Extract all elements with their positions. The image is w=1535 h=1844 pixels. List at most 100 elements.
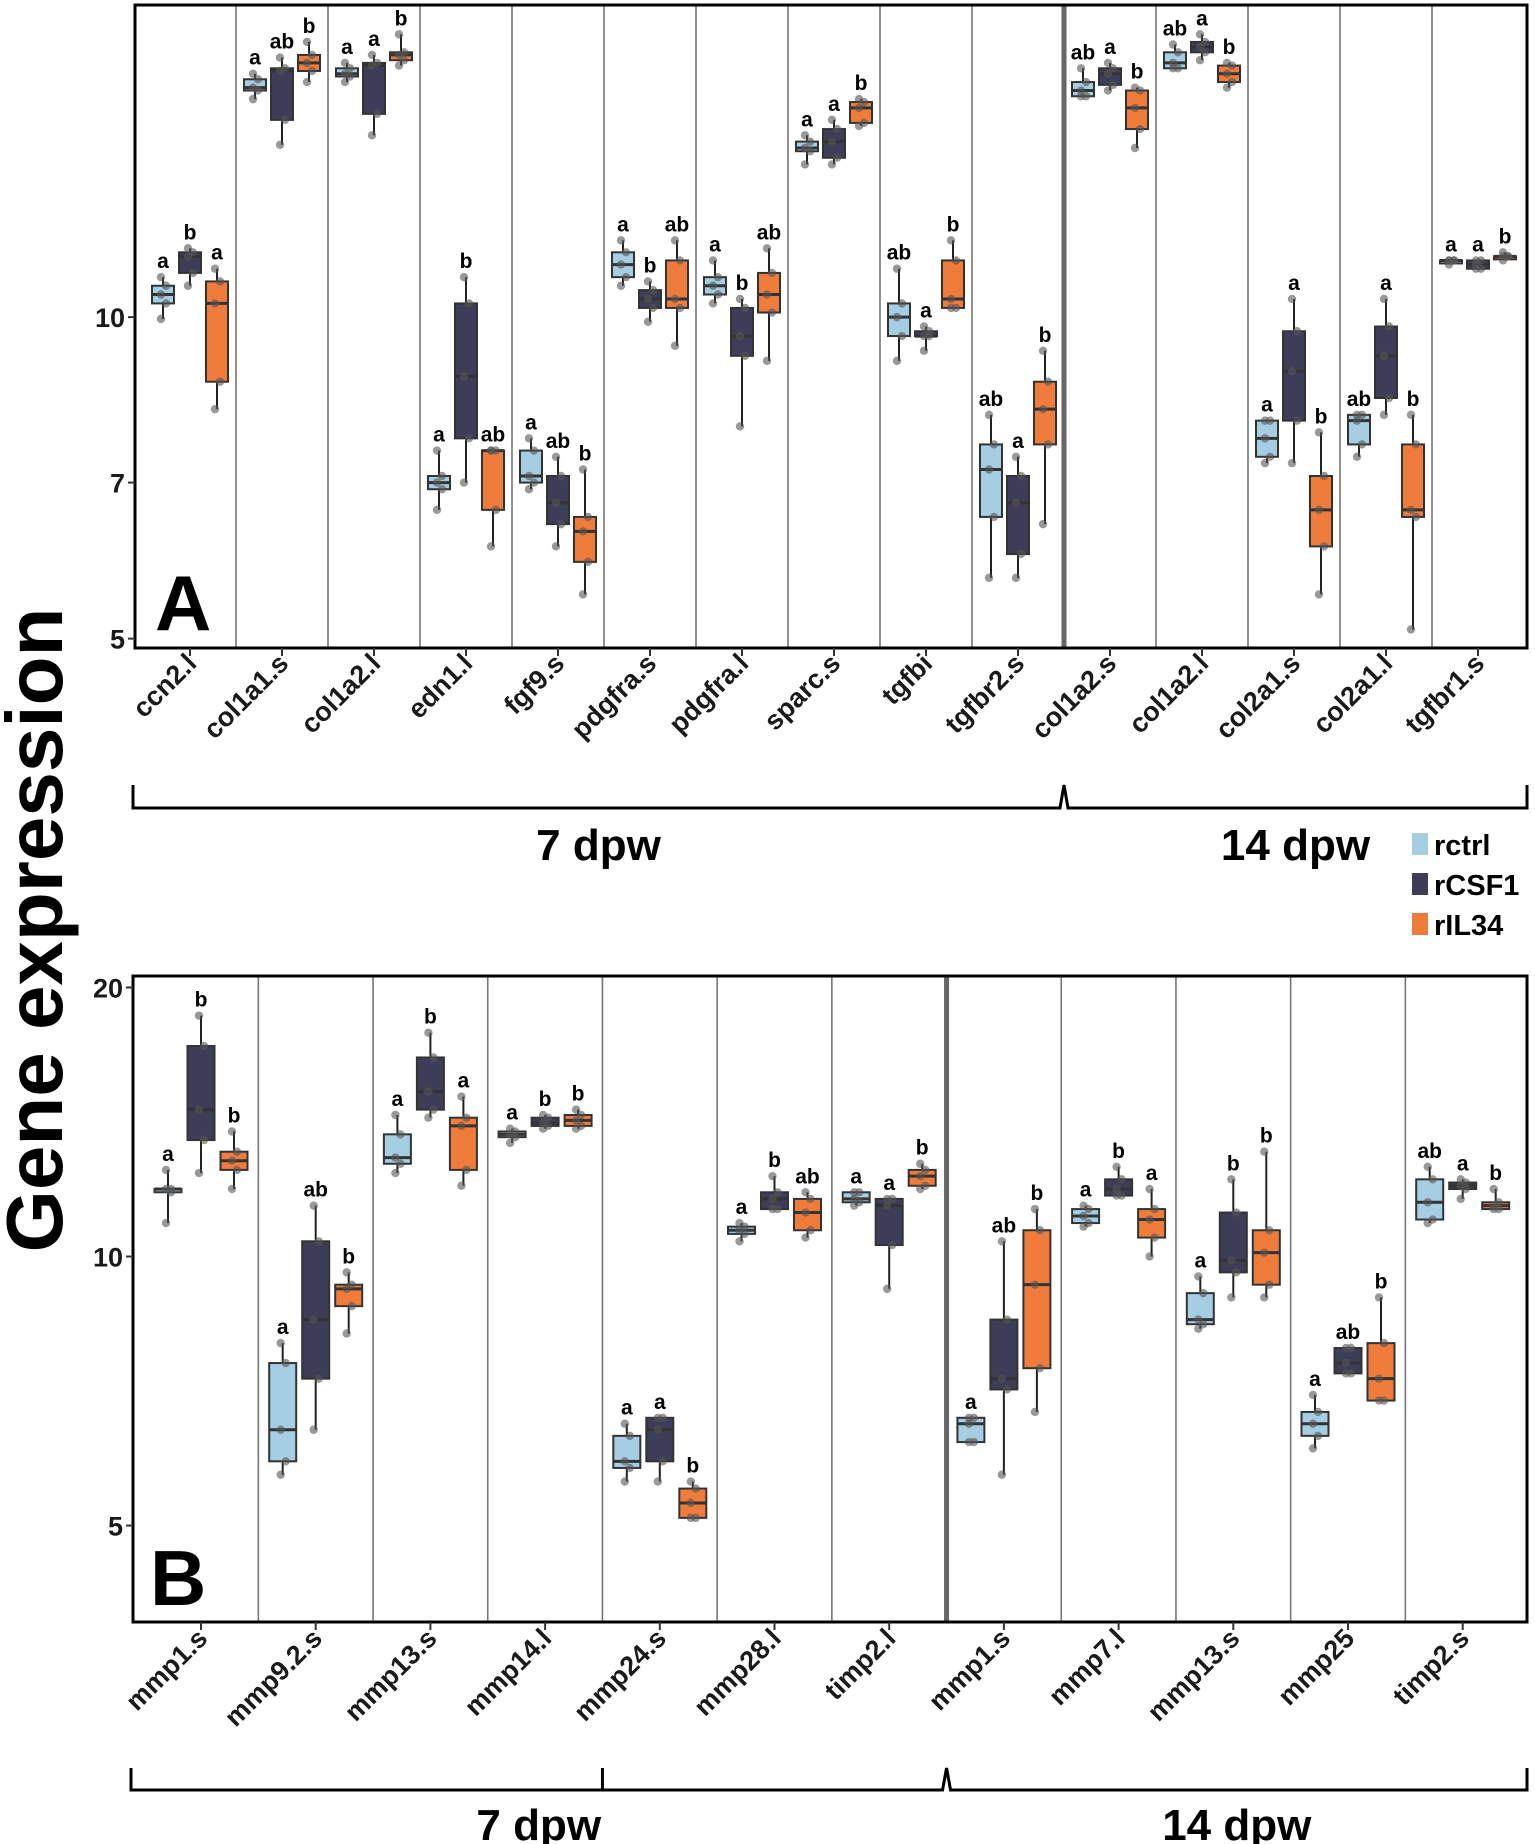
data-point <box>1287 366 1297 376</box>
data-point <box>340 77 350 87</box>
x-tick-label: edn1.l <box>402 648 478 724</box>
data-point <box>275 140 285 149</box>
legend-swatch <box>1412 873 1428 895</box>
significance-letter: a <box>157 250 169 273</box>
data-point <box>424 1087 433 1096</box>
boxplot-rctrl: ab <box>887 242 911 366</box>
data-point <box>1357 440 1367 449</box>
data-point <box>210 404 220 414</box>
timepoint-bracket <box>131 784 1529 810</box>
boxplot-rCSF1: a <box>914 300 938 355</box>
data-point <box>801 1188 810 1197</box>
significance-letter: b <box>1375 1270 1388 1293</box>
box <box>415 1056 445 1111</box>
boxplot-rCSF1: b <box>186 989 216 1178</box>
data-point <box>1314 505 1324 515</box>
data-point <box>1145 1252 1154 1261</box>
data-point <box>1227 1256 1236 1265</box>
y-tick-label: 10 <box>93 1243 123 1273</box>
data-point <box>276 1338 285 1348</box>
significance-letter: a <box>341 36 353 59</box>
significance-letter: b <box>736 272 749 295</box>
significance-letter: ab <box>1347 388 1372 411</box>
x-tick-label: tgfbr1.s <box>1399 648 1490 739</box>
significance-letter: b <box>539 1088 552 1111</box>
boxplot-rctrl: a <box>151 250 175 324</box>
data-point <box>347 1280 356 1289</box>
boxplot-rctrl: a <box>153 1143 183 1228</box>
significance-letter: a <box>1445 233 1457 256</box>
box <box>205 280 229 383</box>
boxplot-rctrl: ab <box>1415 1140 1445 1228</box>
boxplot-rCSF1: a <box>1374 272 1398 420</box>
x-tick-label: timp2.l <box>819 1623 902 1706</box>
data-point <box>367 50 377 60</box>
data-point <box>1341 1358 1351 1368</box>
data-point <box>1292 416 1302 425</box>
data-point <box>432 505 442 515</box>
boxplot-rCSF1: ab <box>301 1179 331 1434</box>
significance-letter: ab <box>1163 17 1188 40</box>
data-point <box>227 1127 237 1136</box>
significance-letter: ab <box>1336 1321 1361 1344</box>
boxplot-rctrl: a <box>727 1196 756 1246</box>
data-point <box>850 1188 859 1197</box>
data-point <box>280 64 290 73</box>
data-point <box>768 1171 777 1181</box>
data-point <box>1076 86 1086 95</box>
box <box>645 1416 675 1463</box>
data-point <box>1002 1385 1012 1394</box>
data-point <box>307 66 317 76</box>
data-point <box>505 1138 515 1148</box>
y-tick-label: 5 <box>110 625 125 655</box>
significance-letter: b <box>1260 1125 1273 1148</box>
data-point <box>248 69 258 78</box>
y-tick-label: 7 <box>110 469 125 499</box>
data-point <box>275 53 285 62</box>
data-point <box>156 290 166 299</box>
data-point <box>1084 1218 1093 1228</box>
data-point <box>916 1159 925 1168</box>
data-point <box>199 1041 209 1051</box>
data-point <box>735 1218 744 1228</box>
data-point <box>486 446 496 455</box>
data-point <box>670 236 680 245</box>
data-point <box>215 377 225 386</box>
x-tick-label: col1a2.s <box>1026 648 1123 745</box>
data-point <box>551 498 561 508</box>
x-tick-label: pdgfra.s <box>566 648 663 745</box>
significance-letter: a <box>162 1143 174 1166</box>
boxplot-rctrl: a <box>703 233 727 308</box>
data-point <box>399 56 409 65</box>
data-point <box>773 1204 782 1214</box>
data-point <box>248 94 258 104</box>
data-point <box>551 452 561 461</box>
significance-letter: a <box>1309 1368 1321 1391</box>
x-tick-label: fgf9.s <box>498 648 570 720</box>
data-point <box>1079 1201 1088 1210</box>
data-point <box>883 1201 892 1210</box>
data-point <box>620 1457 629 1466</box>
significance-letter: a <box>506 1102 518 1125</box>
data-point <box>1035 1363 1045 1373</box>
boxplot-rCSF1: b <box>1104 1140 1134 1200</box>
data-point <box>800 143 810 153</box>
data-point <box>675 256 685 265</box>
boxplot-rIL34: b <box>1251 1125 1281 1302</box>
boxplot-rctrl: a <box>611 213 635 290</box>
data-point <box>372 109 382 119</box>
data-point <box>194 1105 204 1114</box>
data-point <box>232 1147 242 1156</box>
data-point <box>984 410 994 420</box>
significance-letter: a <box>828 93 840 116</box>
data-point <box>691 1484 700 1493</box>
data-point <box>919 322 929 331</box>
data-point <box>767 268 777 278</box>
data-point <box>529 478 539 487</box>
data-point <box>281 1457 290 1466</box>
data-point <box>989 440 999 449</box>
box <box>454 302 478 440</box>
data-point <box>951 256 961 265</box>
data-point <box>1260 458 1270 468</box>
data-point <box>529 446 539 455</box>
